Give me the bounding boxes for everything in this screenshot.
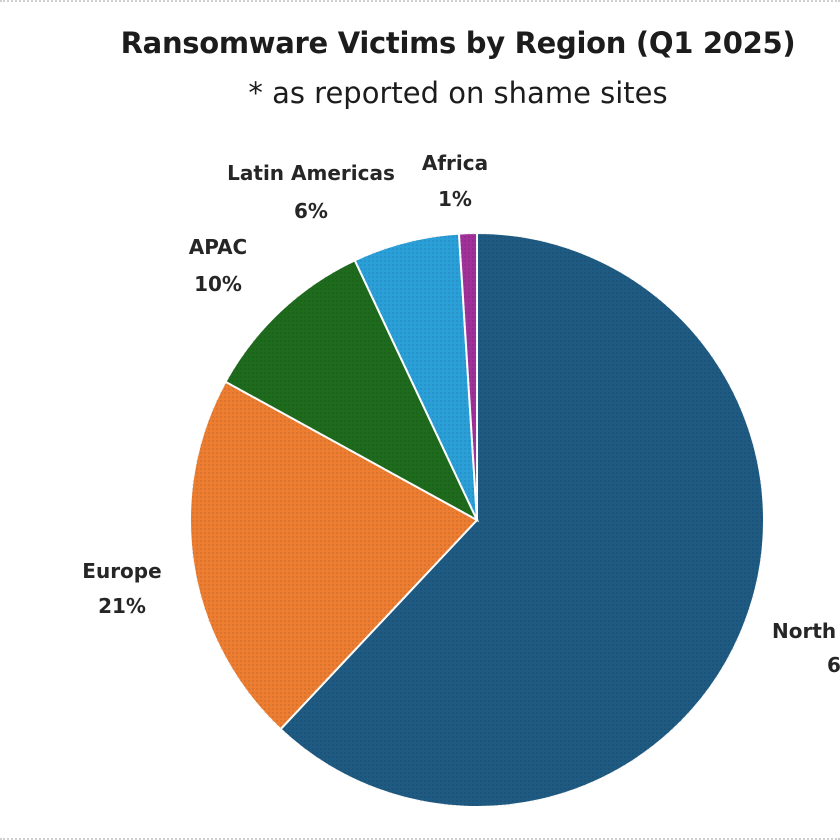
slice-value-europe: 21% [98, 594, 146, 618]
chart-title: Ransomware Victims by Region (Q1 2025) [120, 26, 796, 60]
slice-label-latin-americas: Latin Americas [227, 161, 395, 185]
slice-label-north-america: North America [772, 619, 840, 643]
slice-label-apac: APAC [189, 235, 247, 259]
slice-label-europe: Europe [82, 559, 161, 583]
slice-value-latin-americas: 6% [294, 199, 328, 223]
chart-subtitle: * as reported on shame sites [248, 76, 668, 110]
slice-value-africa: 1% [438, 187, 472, 211]
slice-value-north-america: 62% [827, 653, 840, 677]
slice-label-africa: Africa [422, 151, 488, 175]
slice-value-apac: 10% [194, 272, 242, 296]
